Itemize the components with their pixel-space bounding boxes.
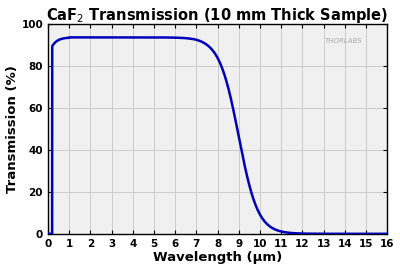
- Title: CaF$_2$ Transmission (10 mm Thick Sample): CaF$_2$ Transmission (10 mm Thick Sample…: [46, 6, 389, 25]
- Y-axis label: Transmission (%): Transmission (%): [6, 65, 18, 193]
- X-axis label: Wavelength (μm): Wavelength (μm): [153, 251, 282, 264]
- Text: THORLABS: THORLABS: [324, 38, 362, 45]
